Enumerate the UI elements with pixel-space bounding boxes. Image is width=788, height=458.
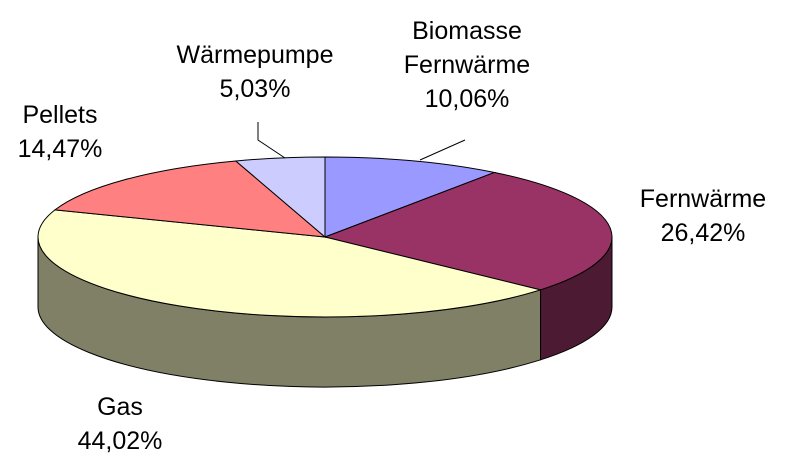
slice-label: Fernwärme 26,42% bbox=[603, 182, 788, 250]
pie-slice bbox=[37, 209, 543, 318]
slice-label: Wärmepumpe 5,03% bbox=[145, 38, 365, 106]
leader-line bbox=[257, 122, 286, 159]
pie-slice bbox=[234, 156, 326, 239]
slice-label: Biomasse Fernwärme 10,06% bbox=[377, 14, 557, 116]
pie-slice bbox=[323, 171, 613, 291]
pie-slice bbox=[324, 156, 497, 238]
category-label: Pellets bbox=[22, 101, 98, 129]
value-label: 10,06% bbox=[424, 85, 510, 113]
slice-label: Pellets 14,47% bbox=[0, 98, 130, 166]
value-label: 14,47% bbox=[17, 135, 103, 163]
category-label: Fernwärme bbox=[639, 185, 767, 213]
value-label: 5,03% bbox=[219, 75, 291, 103]
category-label: Wärmepumpe bbox=[176, 41, 334, 69]
value-label: 26,42% bbox=[660, 219, 746, 247]
leader-line bbox=[419, 139, 466, 161]
category-label: Biomasse Fernwärme bbox=[403, 17, 531, 79]
value-label: 44,02% bbox=[77, 427, 163, 455]
slice-label: Gas 44,02% bbox=[20, 390, 220, 458]
category-label: Gas bbox=[97, 393, 143, 421]
